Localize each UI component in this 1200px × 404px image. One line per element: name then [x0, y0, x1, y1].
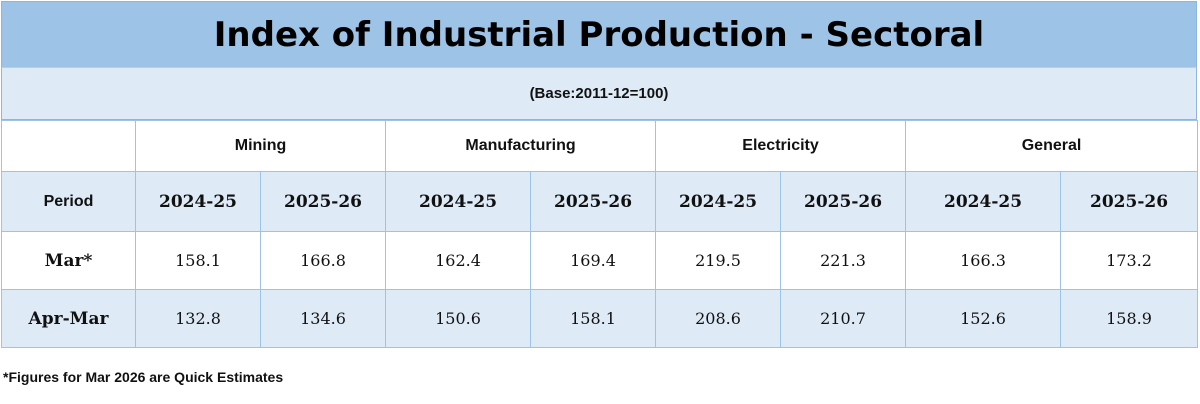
year-header: 2025-26: [780, 171, 907, 232]
data-cell: 162.4: [385, 231, 532, 290]
data-cell: 166.8: [259, 231, 387, 290]
data-cell: 166.3: [905, 231, 1062, 290]
page-title: Index of Industrial Production - Sectora…: [1, 1, 1197, 67]
sector-header-general: General: [905, 120, 1199, 172]
sector-header-manufacturing: Manufacturing: [385, 120, 657, 172]
data-cell: 219.5: [655, 231, 782, 290]
data-cell: 210.7: [780, 289, 907, 348]
data-cell: 208.6: [655, 289, 782, 348]
data-cell: 158.9: [1060, 289, 1199, 348]
year-header: 2024-25: [385, 171, 532, 232]
year-header: 2024-25: [655, 171, 782, 232]
data-cell: 152.6: [905, 289, 1062, 348]
data-cell: 221.3: [780, 231, 907, 290]
data-cell: 158.1: [530, 289, 657, 348]
year-header: 2024-25: [135, 171, 261, 232]
footnote: *Figures for Mar 2026 are Quick Estimate…: [3, 369, 284, 385]
row-label: Mar*: [1, 231, 136, 290]
data-cell: 134.6: [259, 289, 387, 348]
base-year-note: (Base:2011-12=100): [1, 67, 1197, 120]
period-header: Period: [1, 171, 136, 232]
year-header: 2025-26: [259, 171, 387, 232]
data-cell: 150.6: [385, 289, 532, 348]
data-cell: 173.2: [1060, 231, 1199, 290]
table-row: Apr-Mar 132.8 134.6 150.6 158.1 208.6 21…: [1, 289, 1199, 348]
data-cell: 132.8: [135, 289, 261, 348]
iip-table-container: Index of Industrial Production - Sectora…: [1, 1, 1199, 348]
sector-header-electricity: Electricity: [655, 120, 907, 172]
row-label: Apr-Mar: [1, 289, 136, 348]
iip-sectoral-table: Mining Manufacturing Electricity General…: [1, 120, 1199, 348]
year-header: 2025-26: [1060, 171, 1199, 232]
year-header-row: Period 2024-25 2025-26 2024-25 2025-26 2…: [1, 171, 1199, 232]
year-header: 2024-25: [905, 171, 1062, 232]
table-row: Mar* 158.1 166.8 162.4 169.4 219.5 221.3…: [1, 231, 1199, 290]
sector-header-row: Mining Manufacturing Electricity General: [1, 120, 1199, 172]
data-cell: 158.1: [135, 231, 261, 290]
blank-header-cell: [1, 120, 136, 172]
year-header: 2025-26: [530, 171, 657, 232]
sector-header-mining: Mining: [134, 120, 387, 172]
data-cell: 169.4: [530, 231, 657, 290]
